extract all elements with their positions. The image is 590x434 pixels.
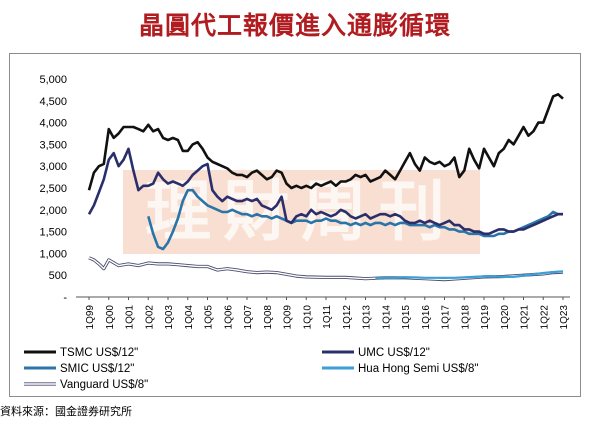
x-tick-label: 1Q14 — [381, 305, 392, 330]
chart-svg: 理財周刊 5,000 4,500 4,000 3,500 3,000 2,500 2,000… — [24, 74, 570, 391]
x-tick-label: 1Q10 — [302, 305, 313, 330]
y-tick-label: 2,500 — [39, 183, 67, 195]
x-tick-label: 1Q09 — [283, 305, 294, 330]
x-tick-label: 1Q17 — [441, 305, 452, 330]
chart-frame: 理財周刊 5,000 4,500 4,000 3,500 3,000 2,500 2,000… — [9, 53, 581, 397]
y-tick-label: 5,000 — [39, 74, 67, 86]
y-tick-label: - — [63, 292, 67, 304]
series-line-tsmc — [87, 92, 564, 191]
x-tick-label: 1Q00 — [105, 305, 116, 330]
x-tick-label: 1Q21 — [520, 305, 531, 330]
x-tick-label: 1Q12 — [342, 305, 353, 330]
x-tick-label: 1Q01 — [125, 305, 136, 330]
legend-label-umc: UMC US$/12" — [358, 347, 430, 359]
x-axis: 1Q99 1Q00 1Q01 1Q02 1Q03 1Q04 1Q05 1Q06 1Q07 1Q08… — [76, 296, 570, 330]
y-tick-label: 4,500 — [39, 96, 67, 108]
x-tick-label: 1Q13 — [362, 305, 373, 330]
series-line-smic — [147, 188, 563, 251]
y-tick-label: 500 — [49, 270, 67, 282]
x-tick-label: 1Q15 — [401, 305, 412, 330]
x-tick-label: 1Q16 — [421, 305, 432, 330]
x-tick-label: 1Q99 — [85, 305, 96, 330]
series-line-umc — [87, 147, 563, 236]
x-tick-label: 1Q22 — [539, 305, 550, 330]
y-axis: 5,000 4,500 4,000 3,500 3,000 2,500 2,000 1,500… — [39, 74, 67, 304]
y-tick-label: 1,500 — [39, 227, 67, 239]
x-tick-label: 1Q19 — [480, 305, 491, 330]
series-layer — [87, 92, 564, 282]
x-tick-label: 1Q05 — [204, 305, 215, 330]
x-tick-label: 1Q04 — [184, 305, 195, 330]
legend: TSMC US$/12" UMC US$/12" SMIC US$/12" Hua H… — [24, 347, 478, 391]
x-tick-label: 1Q23 — [559, 305, 570, 330]
source-note: 資料來源：國金證券研究所 — [0, 405, 132, 418]
legend-label-vanguard: Vanguard US$/8" — [60, 379, 148, 391]
x-tick-label: 1Q02 — [144, 305, 155, 330]
x-tick-label: 1Q08 — [263, 305, 274, 330]
y-tick-label: 3,500 — [39, 139, 67, 151]
x-tick-label: 1Q20 — [500, 305, 511, 330]
x-tick-label: 1Q18 — [460, 305, 471, 330]
x-tick-label: 1Q06 — [223, 305, 234, 330]
y-tick-label: 1,000 — [39, 248, 67, 260]
series-line-huahong — [375, 270, 564, 280]
chart-title: 晶圓代工報價進入通膨循環 — [138, 11, 451, 40]
watermark-text: 理財周刊 — [145, 172, 457, 250]
x-tick-label: 1Q07 — [243, 305, 254, 330]
legend-label-smic: SMIC US$/12" — [60, 363, 134, 375]
y-tick-label: 4,000 — [39, 118, 67, 130]
x-tick-label: 1Q11 — [322, 305, 333, 329]
x-tick-label: 1Q03 — [164, 305, 175, 330]
legend-label-tsmc: TSMC US$/12" — [60, 347, 138, 359]
legend-label-huahong: Hua Hong Semi US$/8" — [358, 363, 478, 375]
y-tick-label: 3,000 — [39, 161, 67, 173]
y-tick-label: 2,000 — [39, 205, 67, 217]
watermark-band — [123, 170, 480, 254]
